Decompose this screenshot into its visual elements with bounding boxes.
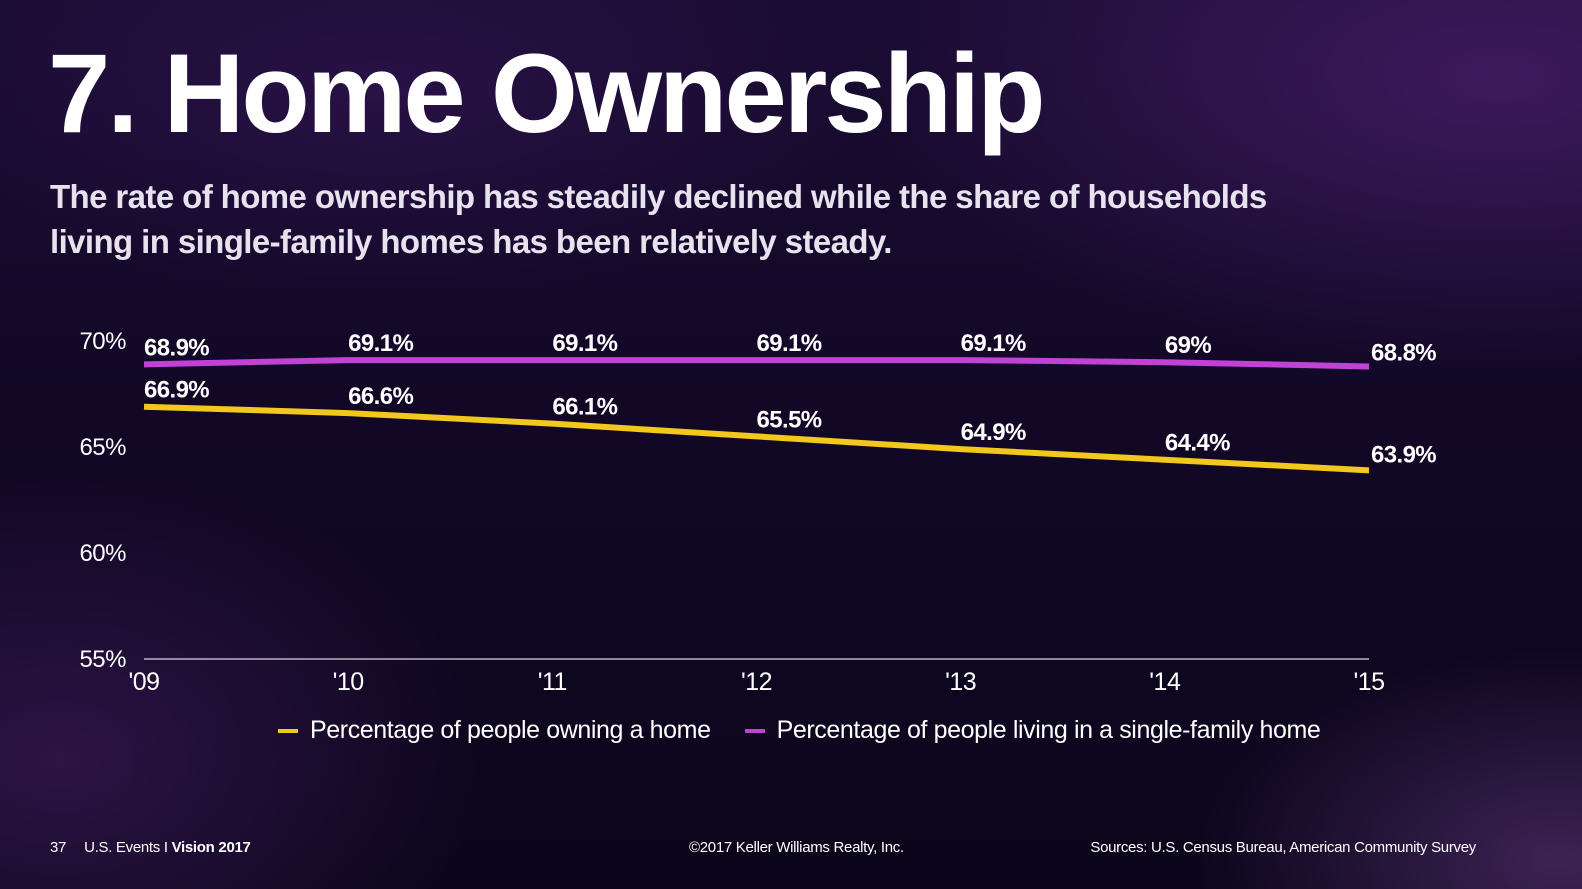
data-label-single-family: 69.1% <box>552 330 617 357</box>
data-label-single-family: 68.9% <box>144 334 209 361</box>
legend-item-single-family: Percentage of people living in a single-… <box>744 716 1321 745</box>
x-tick-label: '09 <box>128 668 159 696</box>
legend-item-ownership: Percentage of people owning a home <box>278 716 711 745</box>
data-label-single-family: 69% <box>1165 332 1211 359</box>
data-label-ownership: 63.9% <box>1371 441 1436 468</box>
y-tick-label: 60% <box>79 540 126 567</box>
data-label-ownership: 65.5% <box>757 406 822 433</box>
slide-title: 7. Home Ownership <box>48 31 1046 156</box>
footer-copyright: ©2017 Keller Williams Realty, Inc. <box>689 839 904 856</box>
x-tick-label: '15 <box>1353 668 1384 696</box>
y-tick-label: 55% <box>79 646 126 673</box>
x-tick-label: '10 <box>333 668 364 696</box>
data-label-single-family: 69.1% <box>348 330 413 357</box>
y-tick-label: 65% <box>79 434 126 461</box>
data-label-ownership: 64.9% <box>961 419 1026 446</box>
x-tick-label: '11 <box>538 668 567 696</box>
x-tick-label: '14 <box>1149 668 1181 696</box>
slide-subtitle: The rate of home ownership has steadily … <box>50 178 1267 260</box>
footer-sources: Sources: U.S. Census Bureau, American Co… <box>1090 839 1476 856</box>
data-label-ownership: 66.6% <box>348 383 413 410</box>
page-number: 37 <box>50 839 67 856</box>
series-line-ownership <box>143 403 1370 474</box>
legend-swatch-single-family <box>744 728 765 733</box>
data-label-single-family: 68.8% <box>1371 339 1436 366</box>
event-name: Vision 2017 <box>171 839 251 856</box>
data-label-ownership: 66.9% <box>144 377 209 404</box>
data-label-single-family: 69.1% <box>757 330 822 357</box>
chart-legend: Percentage of people owning a home Perce… <box>278 716 1354 745</box>
footer-event: 37 U.S. Events I Vision 2017 <box>50 839 251 856</box>
x-tick-label: '12 <box>741 668 772 696</box>
event-prefix: U.S. Events I <box>84 839 172 856</box>
data-label-single-family: 69.1% <box>961 330 1026 357</box>
data-label-ownership: 64.4% <box>1165 430 1230 457</box>
legend-label-ownership: Percentage of people owning a home <box>310 716 711 744</box>
x-tick-label: '13 <box>945 668 976 696</box>
series-line-single-family <box>143 357 1370 370</box>
data-label-ownership: 66.1% <box>552 394 617 421</box>
legend-swatch-ownership <box>278 728 298 733</box>
y-tick-label: 70% <box>79 328 126 355</box>
legend-label-single-family: Percentage of people living in a single-… <box>776 716 1321 744</box>
